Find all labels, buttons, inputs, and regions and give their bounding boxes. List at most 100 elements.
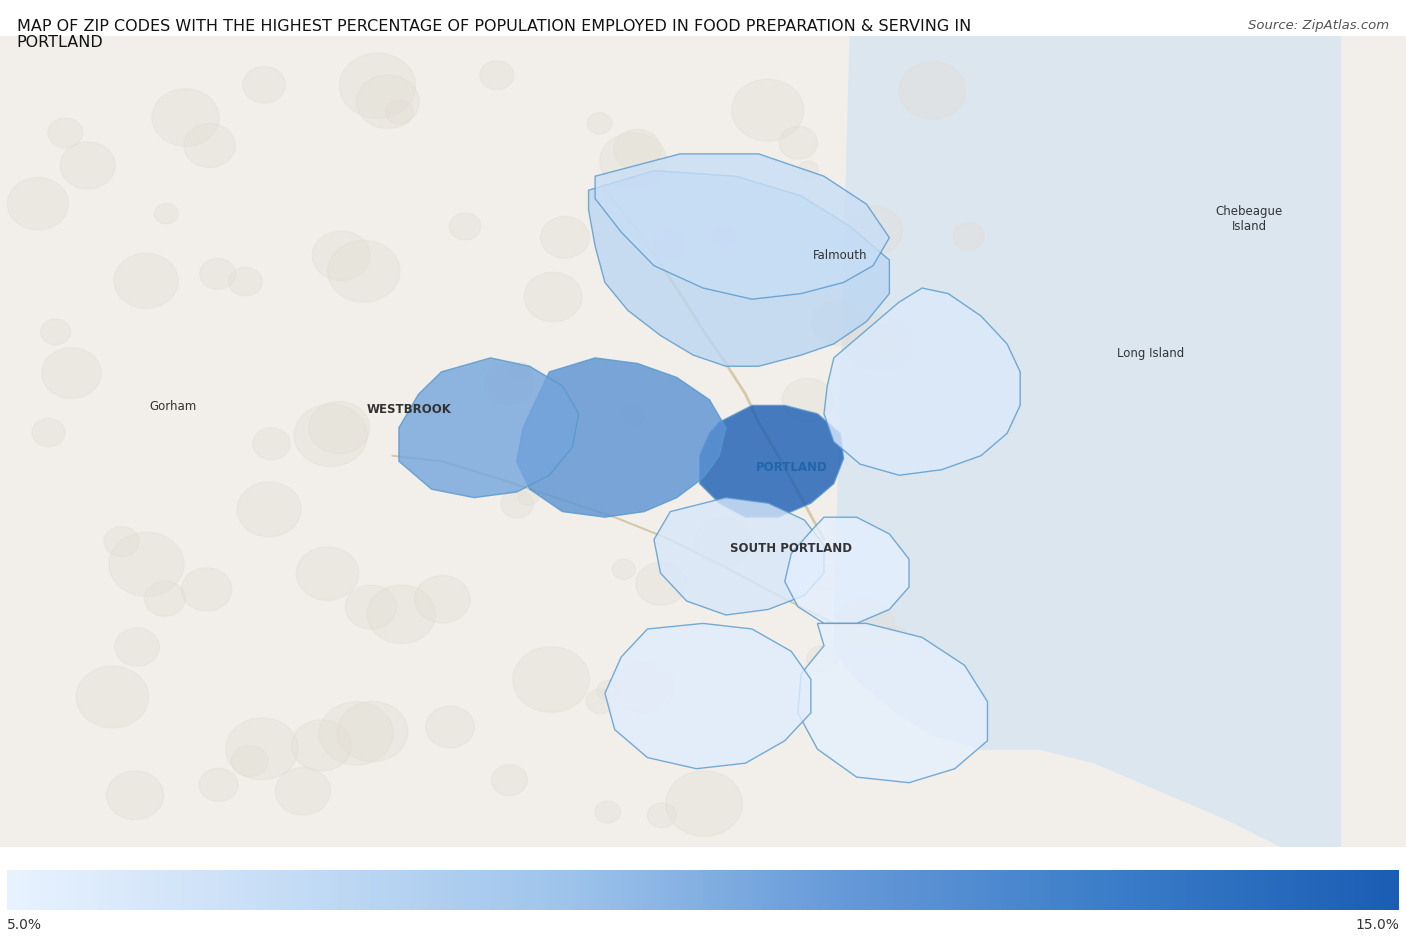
Polygon shape <box>399 358 579 498</box>
Polygon shape <box>589 171 890 367</box>
Text: MAP OF ZIP CODES WITH THE HIGHEST PERCENTAGE OF POPULATION EMPLOYED IN FOOD PREP: MAP OF ZIP CODES WITH THE HIGHEST PERCEN… <box>17 19 972 34</box>
Circle shape <box>339 54 416 119</box>
Circle shape <box>232 745 269 777</box>
Circle shape <box>586 689 614 714</box>
Circle shape <box>155 204 179 225</box>
Circle shape <box>845 207 903 256</box>
Circle shape <box>598 680 620 701</box>
Circle shape <box>226 718 298 780</box>
Polygon shape <box>785 518 910 623</box>
Circle shape <box>297 548 359 601</box>
Circle shape <box>108 533 184 597</box>
Circle shape <box>636 563 686 606</box>
Circle shape <box>845 315 911 372</box>
Circle shape <box>731 80 804 142</box>
Circle shape <box>107 771 163 820</box>
Circle shape <box>880 626 908 651</box>
Circle shape <box>309 402 370 454</box>
Polygon shape <box>700 406 844 518</box>
Circle shape <box>779 127 817 160</box>
Circle shape <box>588 113 612 135</box>
Circle shape <box>647 803 676 827</box>
Circle shape <box>367 585 436 644</box>
Circle shape <box>184 124 235 168</box>
Circle shape <box>60 143 115 190</box>
Circle shape <box>291 720 352 771</box>
Text: 5.0%: 5.0% <box>7 917 42 931</box>
Circle shape <box>426 707 474 748</box>
Circle shape <box>524 273 582 322</box>
Circle shape <box>76 666 149 728</box>
Polygon shape <box>834 37 1340 847</box>
Circle shape <box>866 325 907 358</box>
Circle shape <box>385 101 413 124</box>
Text: Chebeague
Island: Chebeague Island <box>1215 205 1282 233</box>
Circle shape <box>807 646 837 672</box>
Circle shape <box>200 259 236 290</box>
Text: Source: ZipAtlas.com: Source: ZipAtlas.com <box>1249 19 1389 32</box>
Text: Falmouth: Falmouth <box>813 249 868 262</box>
Circle shape <box>104 527 139 557</box>
Polygon shape <box>595 154 890 300</box>
Circle shape <box>253 429 290 461</box>
Circle shape <box>654 230 688 259</box>
Circle shape <box>811 300 865 346</box>
Text: Long Island: Long Island <box>1118 346 1185 359</box>
Circle shape <box>48 119 83 149</box>
Polygon shape <box>824 288 1021 475</box>
Circle shape <box>200 768 238 801</box>
Circle shape <box>450 214 481 241</box>
Circle shape <box>614 662 675 713</box>
Circle shape <box>42 348 101 399</box>
Circle shape <box>491 765 527 796</box>
Circle shape <box>799 162 818 179</box>
Circle shape <box>145 581 186 617</box>
Text: PORTLAND: PORTLAND <box>755 461 827 474</box>
Circle shape <box>32 419 65 447</box>
Circle shape <box>595 801 620 823</box>
Circle shape <box>152 90 219 147</box>
Circle shape <box>711 227 735 248</box>
Text: Gorham: Gorham <box>149 400 197 413</box>
Circle shape <box>243 67 285 104</box>
Circle shape <box>513 647 589 712</box>
Circle shape <box>612 560 636 579</box>
Circle shape <box>898 63 966 120</box>
Circle shape <box>276 768 330 815</box>
Circle shape <box>328 241 401 303</box>
Text: WESTBROOK: WESTBROOK <box>367 402 451 416</box>
Circle shape <box>621 404 645 426</box>
Text: PORTLAND: PORTLAND <box>17 35 104 50</box>
Circle shape <box>41 320 70 345</box>
Circle shape <box>835 600 894 650</box>
Text: SOUTH PORTLAND: SOUTH PORTLAND <box>730 542 852 555</box>
Circle shape <box>7 179 69 230</box>
Circle shape <box>479 62 513 91</box>
Circle shape <box>229 268 262 297</box>
Circle shape <box>238 482 301 537</box>
Circle shape <box>666 771 742 837</box>
Polygon shape <box>797 623 987 782</box>
Circle shape <box>115 628 159 666</box>
Circle shape <box>517 488 538 505</box>
Circle shape <box>782 379 832 422</box>
Text: 15.0%: 15.0% <box>1355 917 1399 931</box>
Circle shape <box>810 564 839 591</box>
Circle shape <box>415 576 470 623</box>
Polygon shape <box>654 498 824 615</box>
Circle shape <box>357 76 419 129</box>
Circle shape <box>337 702 408 762</box>
Circle shape <box>319 702 394 766</box>
Circle shape <box>294 404 367 467</box>
Circle shape <box>540 217 589 258</box>
Circle shape <box>600 134 666 191</box>
Circle shape <box>509 363 531 382</box>
Polygon shape <box>605 623 811 768</box>
Circle shape <box>953 224 984 251</box>
Circle shape <box>346 585 396 629</box>
Circle shape <box>485 363 534 405</box>
Circle shape <box>181 568 232 611</box>
Circle shape <box>695 518 752 566</box>
Circle shape <box>312 232 370 281</box>
Circle shape <box>114 254 179 309</box>
